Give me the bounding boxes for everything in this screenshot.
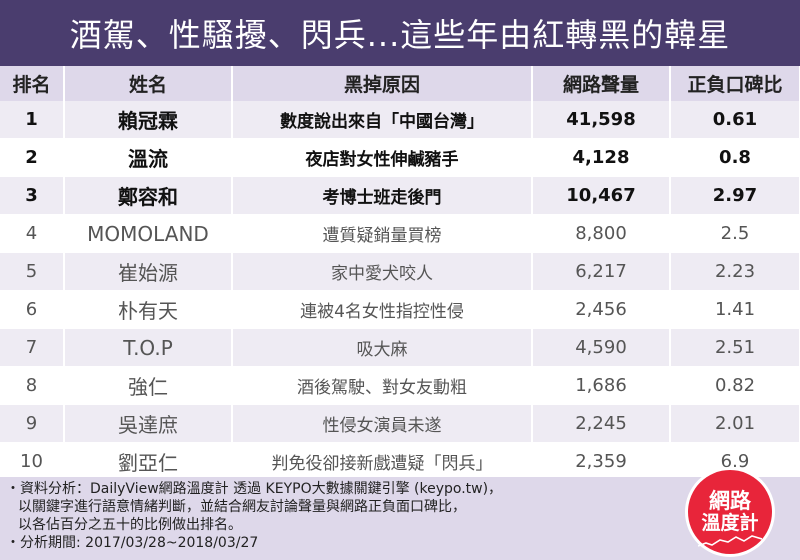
note-line: ・資料分析：DailyView網路溫度計 透過 KEYPO大數據關鍵引擎 (ke… xyxy=(6,481,503,497)
cell-reason: 夜店對女性伸鹹豬手 xyxy=(232,138,533,177)
cell-rank: 6 xyxy=(0,290,65,329)
cell-volume: 8,800 xyxy=(532,214,671,253)
page-title: 酒駕、性騷擾、閃兵...這些年由紅轉黑的韓星 xyxy=(69,16,731,54)
table-row: 7 T.O.P 吸大麻 4,590 2.51 xyxy=(0,328,800,367)
table-row: 10 劉亞仁 判免役卻接新戲遭疑「閃兵」 2,359 6.9 xyxy=(0,442,800,481)
temperature-chart-logo: 網路 溫度計 xyxy=(688,470,772,554)
table-row: 9 吳達庶 性侵女演員未遂 2,245 2.01 xyxy=(0,404,800,443)
cell-name: T.O.P xyxy=(64,328,233,367)
table-row: 4 MOMOLAND 遭質疑銷量買榜 8,800 2.5 xyxy=(0,214,800,253)
table-body: 1 賴冠霖 數度說出來自「中國台灣」 41,598 0.61 2 溫流 夜店對女性伸鹹豬手 4,… xyxy=(0,101,800,481)
cell-reason: 考博士班走後門 xyxy=(232,176,533,215)
cell-ratio: 2.23 xyxy=(670,252,800,291)
data-notes: ・資料分析：DailyView網路溫度計 透過 KEYPO大數據關鍵引擎 (ke… xyxy=(6,480,666,552)
ranking-table: 排名 姓名 黑掉原因 網路聲量 正負口碑比 1 賴冠霖 數度說出來自「中國台灣」 41… xyxy=(0,66,800,481)
cell-reason: 酒後駕駛、對女友動粗 xyxy=(232,366,533,405)
cell-volume: 41,598 xyxy=(532,101,671,139)
cell-name: MOMOLAND xyxy=(64,214,233,253)
note-line: 以關鍵字進行語意情緒判斷，並結合網友討論聲量與網路正負面口碑比， xyxy=(18,499,466,515)
header-volume: 網路聲量 xyxy=(532,66,671,101)
table-row: 1 賴冠霖 數度說出來自「中國台灣」 41,598 0.61 xyxy=(0,101,800,139)
cell-volume: 4,590 xyxy=(532,328,671,367)
cell-ratio: 2.5 xyxy=(670,214,800,253)
header-name: 姓名 xyxy=(64,66,233,101)
cell-rank: 10 xyxy=(0,442,65,481)
cell-volume: 6,217 xyxy=(532,252,671,291)
cell-reason: 性侵女演員未遂 xyxy=(232,404,533,443)
header-ratio: 正負口碑比 xyxy=(670,66,800,101)
footer: ・資料分析：DailyView網路溫度計 透過 KEYPO大數據關鍵引擎 (ke… xyxy=(0,477,800,560)
cell-rank: 5 xyxy=(0,252,65,291)
cell-name: 強仁 xyxy=(64,366,233,405)
cell-reason: 遭質疑銷量買榜 xyxy=(232,214,533,253)
cell-volume: 2,245 xyxy=(532,404,671,443)
cell-rank: 8 xyxy=(0,366,65,405)
cell-volume: 10,467 xyxy=(532,176,671,215)
cell-ratio: 2.51 xyxy=(670,328,800,367)
cell-ratio: 1.41 xyxy=(670,290,800,329)
cell-name: 崔始源 xyxy=(64,252,233,291)
cell-ratio: 2.97 xyxy=(670,176,800,215)
table-row: 8 強仁 酒後駕駛、對女友動粗 1,686 0.82 xyxy=(0,366,800,405)
cell-name: 劉亞仁 xyxy=(64,442,233,481)
cell-volume: 1,686 xyxy=(532,366,671,405)
title-bar: 酒駕、性騷擾、閃兵...這些年由紅轉黑的韓星 xyxy=(0,0,800,66)
table-row: 5 崔始源 家中愛犬咬人 6,217 2.23 xyxy=(0,252,800,291)
cell-reason: 吸大麻 xyxy=(232,328,533,367)
table-header-row: 排名 姓名 黑掉原因 網路聲量 正負口碑比 xyxy=(0,66,800,101)
logo-text-line1: 網路 xyxy=(709,489,751,513)
cell-volume: 2,456 xyxy=(532,290,671,329)
cell-name: 賴冠霖 xyxy=(64,101,233,139)
cell-name: 溫流 xyxy=(64,138,233,177)
table-row: 6 朴有天 連被4名女性指控性侵 2,456 1.41 xyxy=(0,290,800,329)
cell-name: 鄭容和 xyxy=(64,176,233,215)
trend-line-icon xyxy=(698,535,762,547)
cell-rank: 1 xyxy=(0,101,65,139)
cell-ratio: 2.01 xyxy=(670,404,800,443)
logo-text-line2: 溫度計 xyxy=(701,512,759,534)
cell-rank: 3 xyxy=(0,176,65,215)
cell-reason: 數度說出來自「中國台灣」 xyxy=(232,101,533,139)
cell-ratio: 0.8 xyxy=(670,138,800,177)
cell-name: 吳達庶 xyxy=(64,404,233,443)
cell-name: 朴有天 xyxy=(64,290,233,329)
cell-rank: 9 xyxy=(0,404,65,443)
cell-reason: 連被4名女性指控性侵 xyxy=(232,290,533,329)
cell-volume: 4,128 xyxy=(532,138,671,177)
cell-ratio: 0.61 xyxy=(670,101,800,139)
cell-rank: 2 xyxy=(0,138,65,177)
table-row: 3 鄭容和 考博士班走後門 10,467 2.97 xyxy=(0,176,800,215)
analysis-period: ・分析期間: 2017/03/28~2018/03/27 xyxy=(6,535,259,551)
header-reason: 黑掉原因 xyxy=(232,66,533,101)
cell-reason: 判免役卻接新戲遭疑「閃兵」 xyxy=(232,442,533,481)
note-line: 以各佔百分之五十的比例做出排名。 xyxy=(18,517,242,533)
cell-ratio: 0.82 xyxy=(670,366,800,405)
cell-reason: 家中愛犬咬人 xyxy=(232,252,533,291)
table-row: 2 溫流 夜店對女性伸鹹豬手 4,128 0.8 xyxy=(0,138,800,177)
cell-rank: 4 xyxy=(0,214,65,253)
cell-rank: 7 xyxy=(0,328,65,367)
cell-volume: 2,359 xyxy=(532,442,671,481)
header-rank: 排名 xyxy=(0,66,65,101)
